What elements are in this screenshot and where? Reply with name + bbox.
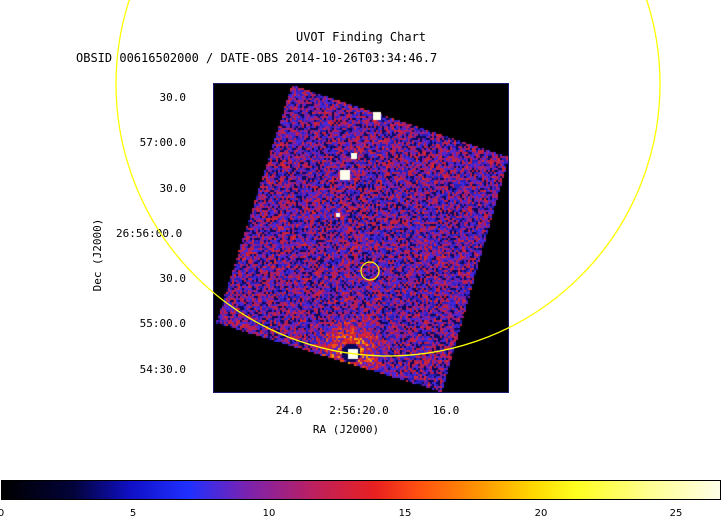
colorbar: [1, 480, 721, 500]
dec-tick-label: 30.0: [159, 182, 187, 195]
chart-title: UVOT Finding Chart: [295, 30, 427, 44]
dec-tick-label: 57:00.0: [139, 136, 186, 149]
x-axis-label: RA (J2000): [312, 423, 380, 436]
ra-tick-label: 24.0: [275, 404, 303, 417]
y-axis-label: Dec (J2000): [91, 218, 104, 292]
colorbar-tick-label: 20: [534, 508, 548, 519]
sky-image: [214, 84, 508, 392]
colorbar-tick-label: 10: [262, 508, 276, 519]
dec-tick-label: 30.0: [159, 91, 187, 104]
ra-tick-label: 16.0: [432, 404, 460, 417]
dec-tick-label: 30.0: [159, 272, 187, 285]
colorbar-tick-label: 5: [129, 508, 137, 519]
colorbar-tick-label: 15: [398, 508, 412, 519]
dec-tick-label: 26:56:00.0: [116, 227, 183, 240]
colorbar-tick-label: 25: [669, 508, 683, 519]
sky-image-frame: [213, 83, 509, 393]
ra-tick-label: 2:56:20.0: [329, 404, 389, 417]
chart-subtitle: OBSID 00616502000 / DATE-OBS 2014-10-26T…: [76, 51, 438, 65]
colorbar-tick-label: 0: [0, 508, 5, 519]
dec-tick-label: 54:30.0: [139, 363, 186, 376]
dec-tick-label: 55:00.0: [139, 317, 186, 330]
